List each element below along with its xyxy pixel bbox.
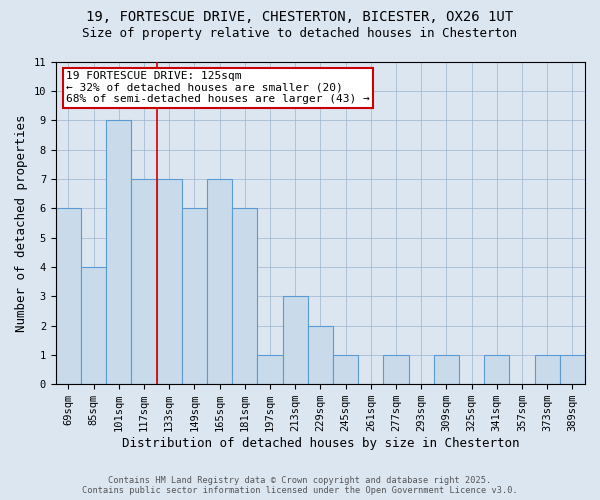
Bar	[560, 355, 585, 384]
Bar	[535, 355, 560, 384]
Bar	[232, 208, 257, 384]
Bar	[333, 355, 358, 384]
Y-axis label: Number of detached properties: Number of detached properties	[15, 114, 28, 332]
Bar	[283, 296, 308, 384]
Bar	[207, 179, 232, 384]
Bar	[157, 179, 182, 384]
Bar	[484, 355, 509, 384]
Text: Contains HM Land Registry data © Crown copyright and database right 2025.
Contai: Contains HM Land Registry data © Crown c…	[82, 476, 518, 495]
Bar	[434, 355, 459, 384]
Bar	[106, 120, 131, 384]
Bar	[56, 208, 81, 384]
Text: 19 FORTESCUE DRIVE: 125sqm
← 32% of detached houses are smaller (20)
68% of semi: 19 FORTESCUE DRIVE: 125sqm ← 32% of deta…	[67, 71, 370, 104]
Text: Size of property relative to detached houses in Chesterton: Size of property relative to detached ho…	[83, 28, 517, 40]
Bar	[81, 267, 106, 384]
Bar	[182, 208, 207, 384]
Text: 19, FORTESCUE DRIVE, CHESTERTON, BICESTER, OX26 1UT: 19, FORTESCUE DRIVE, CHESTERTON, BICESTE…	[86, 10, 514, 24]
Bar	[308, 326, 333, 384]
Bar	[257, 355, 283, 384]
Bar	[383, 355, 409, 384]
Bar	[131, 179, 157, 384]
X-axis label: Distribution of detached houses by size in Chesterton: Distribution of detached houses by size …	[122, 437, 519, 450]
